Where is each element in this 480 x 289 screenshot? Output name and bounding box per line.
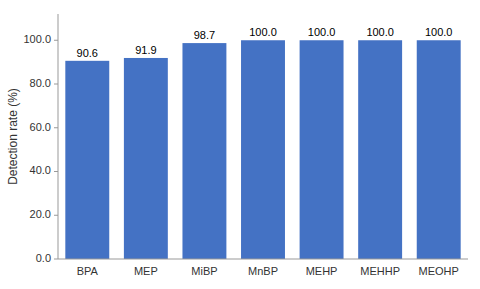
bar xyxy=(300,40,344,259)
data-label: 100.0 xyxy=(425,26,453,38)
data-label: 90.6 xyxy=(77,47,98,59)
data-label: 98.7 xyxy=(194,29,215,41)
y-tick-label: 100.0 xyxy=(23,33,51,45)
bars xyxy=(65,40,460,259)
data-labels: 90.6 91.9 98.7 100.0 100.0 100.0 100.0 xyxy=(77,26,453,59)
y-axis-line xyxy=(58,14,59,259)
x-tick-label: BPA xyxy=(77,265,99,277)
y-tick xyxy=(54,171,58,172)
bar xyxy=(124,58,168,259)
x-tick-label: MiBP xyxy=(191,265,217,277)
y-tick xyxy=(54,127,58,128)
y-tick xyxy=(54,84,58,85)
x-tick-label: MnBP xyxy=(248,265,278,277)
bar xyxy=(358,40,402,259)
y-tick-label: 0.0 xyxy=(36,252,51,264)
bar xyxy=(241,40,285,259)
y-tick xyxy=(54,259,58,260)
x-axis: BPA MEP MiBP MnBP MEHP MEHHP MEOHP xyxy=(77,265,459,277)
y-tick-label: 40.0 xyxy=(30,164,51,176)
bar xyxy=(182,43,226,259)
x-tick-label: MEOHP xyxy=(419,265,459,277)
bar xyxy=(65,61,109,259)
y-tick xyxy=(54,40,58,41)
x-tick-label: MEHP xyxy=(306,265,338,277)
y-tick-label: 20.0 xyxy=(30,208,51,220)
y-axis-label: Detection rate (%) xyxy=(6,88,20,185)
data-label: 100.0 xyxy=(366,26,394,38)
data-label: 100.0 xyxy=(308,26,336,38)
x-axis-line xyxy=(58,259,468,260)
y-axis: 0.0 20.0 40.0 60.0 80.0 100.0 xyxy=(23,33,58,264)
x-tick-label: MEHHP xyxy=(360,265,400,277)
bar xyxy=(417,40,461,259)
y-tick xyxy=(54,215,58,216)
data-label: 91.9 xyxy=(135,44,156,56)
y-tick-label: 80.0 xyxy=(30,77,51,89)
y-tick-label: 60.0 xyxy=(30,121,51,133)
chart-container: 0.0 20.0 40.0 60.0 80.0 100.0 90.6 91.9 98.7 100.… xyxy=(0,0,480,289)
chart: 0.0 20.0 40.0 60.0 80.0 100.0 90.6 91.9 98.7 100.… xyxy=(0,0,480,289)
data-label: 100.0 xyxy=(249,26,277,38)
x-tick-label: MEP xyxy=(134,265,158,277)
